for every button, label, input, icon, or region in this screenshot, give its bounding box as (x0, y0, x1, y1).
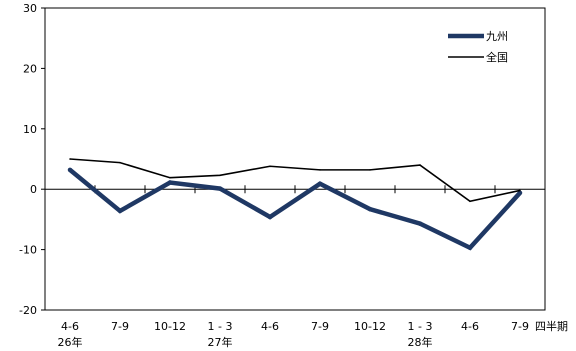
data-point (167, 180, 173, 185)
y-tick-label: 20 (23, 62, 37, 75)
y-tick-label: 0 (30, 183, 37, 196)
data-point (417, 221, 423, 226)
data-point (219, 174, 221, 177)
data-point (269, 165, 271, 168)
data-point (119, 161, 121, 164)
data-point (467, 245, 473, 251)
x-tick-label: 7-9 (311, 320, 329, 333)
y-tick-label: 10 (23, 123, 37, 136)
data-point (217, 186, 223, 191)
x-tick-label: 10-12 (154, 320, 186, 333)
data-point (69, 158, 71, 160)
x-axis-title: 四半期 (535, 319, 568, 333)
data-point (67, 167, 73, 173)
x-tick-label: 7-9 (511, 320, 529, 333)
data-point (419, 164, 421, 166)
data-point (317, 181, 323, 187)
data-point (117, 208, 123, 214)
x-tick-label: 1 - 3 (208, 320, 233, 333)
x-tick-label: 4-6 (261, 320, 279, 333)
x-tick-label: 4-6 (461, 320, 479, 333)
y-tick-label: -10 (19, 244, 37, 257)
y-axis: -20 -10 0 10 20 30 (19, 2, 45, 317)
data-point (469, 200, 471, 203)
data-point (319, 169, 321, 171)
series-line-2 (69, 158, 521, 203)
x-tick-sublabel: 28年 (408, 335, 433, 349)
plot-area (44, 7, 546, 311)
y-tick-label: -20 (19, 304, 37, 317)
x-tick-label: 1 - 3 (408, 320, 433, 333)
data-point (267, 214, 273, 220)
data-point (369, 169, 371, 171)
data-point (367, 206, 373, 212)
x-tick-label: 4-6 (61, 320, 79, 333)
y-tick-label: 30 (23, 2, 37, 15)
x-tick-label: 10-12 (354, 320, 386, 333)
data-point (519, 189, 521, 192)
series-line-1 (68, 168, 522, 251)
x-tick-sublabel: 27年 (208, 335, 233, 349)
series-group (67, 158, 523, 251)
legend-label: 全国 (486, 50, 508, 64)
legend-label: 九州 (486, 30, 508, 43)
x-tick-sublabel: 26年 (58, 335, 83, 349)
data-point (169, 176, 171, 179)
data-point (517, 190, 523, 196)
x-tick-label: 7-9 (111, 320, 129, 333)
